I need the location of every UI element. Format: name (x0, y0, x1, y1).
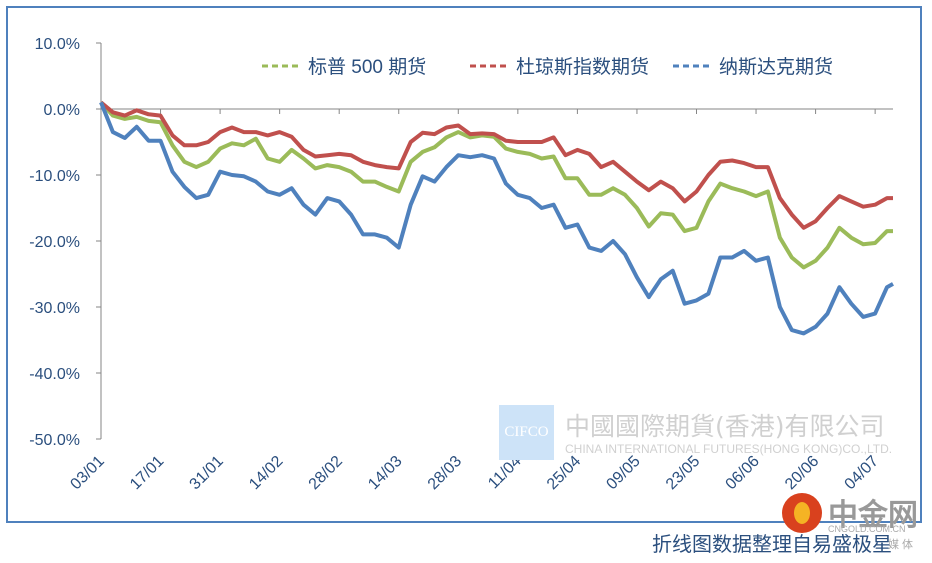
legend-label-1: 杜琼斯指数期货 (516, 56, 649, 78)
x-tick-label: 14/02 (246, 453, 286, 493)
series-line-0 (99, 101, 893, 270)
x-tick-label: 31/01 (187, 453, 227, 493)
y-tick-label: 10.0% (35, 36, 80, 53)
logo-media: 媒 体 (888, 539, 914, 551)
watermark-company-en: CHINA INTERNATIONAL FUTURES(HONG KONG)CO… (565, 442, 893, 456)
logo-name: 中金网 (828, 498, 918, 533)
x-tick-label: 04/07 (842, 453, 882, 493)
series-line-2 (99, 101, 894, 336)
y-tick-label: 0.0% (44, 102, 80, 119)
footer-note: 折线图数据整理自易盛极星 (652, 532, 892, 556)
y-tick-label: -30.0% (29, 300, 80, 317)
x-tick-label: 03/01 (67, 453, 107, 493)
watermark-logo: CIFCO (499, 405, 554, 460)
logo-url: CNGOLD.COM.CN (828, 524, 906, 534)
watermark-company-cn: 中國國際期貨(香港)有限公司 (565, 412, 885, 441)
x-tick-label: 14/03 (365, 453, 405, 493)
chart-border (6, 6, 922, 523)
series-line-1 (99, 100, 893, 230)
y-tick-label: -50.0% (29, 432, 80, 449)
legend-label-2: 纳斯达克期货 (719, 56, 833, 78)
y-tick-label: -20.0% (29, 234, 80, 251)
y-tick-label: -10.0% (29, 168, 80, 185)
x-tick-label: 23/05 (663, 453, 703, 493)
x-tick-label: 09/05 (603, 453, 643, 493)
legend-label-0: 标普 500 期货 (308, 56, 426, 78)
x-tick-label: 06/06 (723, 453, 763, 493)
x-tick-label: 20/06 (782, 453, 822, 493)
x-tick-label: 28/03 (425, 453, 465, 493)
site-logo: 中金网 CNGOLD.COM.CN 媒 体 (770, 490, 930, 551)
x-tick-label: 17/01 (127, 453, 167, 493)
x-tick-label: 28/02 (306, 453, 346, 493)
y-tick-label: -40.0% (29, 366, 80, 383)
logo-icon (782, 493, 822, 533)
